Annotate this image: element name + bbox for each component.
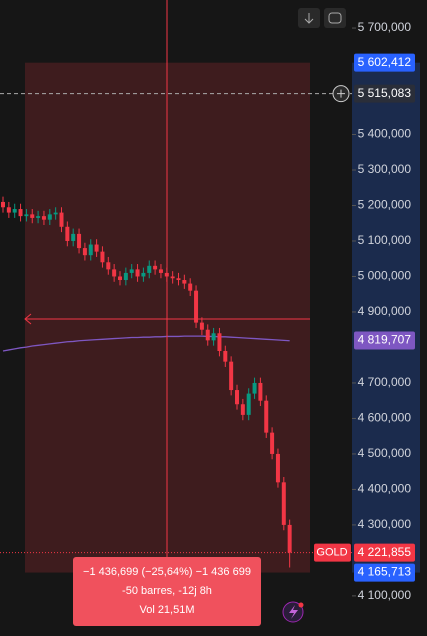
candle-body [118,276,122,281]
candle-body [176,278,181,281]
measure-bars: -50 barres, -12j 8h [122,585,212,597]
alert-dot [298,602,304,608]
candle-body [147,265,152,273]
candle-body [287,524,292,553]
candle-body [258,382,263,401]
measure-info: −1 436,699 (−25,64%) −1 436 699 -50 barr… [73,557,261,626]
price-badge-label: 4 221,855 [358,545,412,559]
measure-box [73,557,261,626]
candle-body [123,272,128,281]
candle-body [77,233,82,249]
candle-body [82,248,87,256]
y-tick-label: 4 600,000 [358,411,412,425]
candle-body [112,269,117,277]
candle-body [194,290,199,323]
candle-body [275,453,280,483]
y-tick-label: 5 700,000 [358,20,412,34]
y-tick-label: 5 200,000 [358,198,412,212]
candle-body [199,322,204,330]
candle-body [281,482,286,525]
candle-body [41,216,46,220]
candle-body [65,226,70,241]
candle-body [188,283,193,291]
candle-body [252,382,257,394]
y-tick-label: 4 300,000 [358,517,412,531]
y-tick-label: 5 400,000 [358,127,412,141]
y-tick-label: 4 700,000 [358,375,412,389]
candle-body [94,244,99,252]
y-tick-label: 4 400,000 [358,482,412,496]
candle-body [106,262,111,270]
candle-body [47,214,52,220]
candle-body [141,272,146,277]
candle-body [158,269,163,273]
candle-body [88,244,93,256]
down-icon [304,13,314,24]
candle-body [1,201,5,208]
candle-body [18,209,23,217]
candle-body [217,333,222,352]
candle-body [129,269,134,273]
price-axis: 5 700,000 5 400,000 5 300,000 5 200,000 5 10… [314,20,420,602]
measure-arrow [24,313,32,325]
price-badge [354,543,415,562]
candle-body [53,212,58,215]
candle-body [240,404,245,415]
candle-body [100,251,105,263]
price-badge [354,563,415,582]
candle-body [264,400,269,433]
candle-body [71,233,76,241]
candle-body [24,214,29,217]
price-badge-label: 4 165,713 [358,565,412,579]
axis-range [352,62,420,573]
price-badge [354,53,415,72]
alert-button[interactable] [282,601,304,623]
candle-body [211,333,216,341]
candle-body [246,393,251,415]
y-tick-label: 4 500,000 [358,446,412,460]
plus-icon [337,89,345,98]
price-badge [354,84,415,103]
measure-change: −1 436,699 (−25,64%) −1 436 699 [83,566,251,578]
measure-volume: Vol 21,51M [139,604,194,616]
price-badge-label: 4 819,707 [358,333,412,347]
price-badge-label: 5 602,412 [358,55,412,69]
lightning-icon [289,605,298,619]
candle-body [223,351,228,362]
symbol-label: GOLD [316,547,347,559]
candle-body [153,265,158,270]
y-tick-label: 4 900,000 [358,304,412,318]
symbol-badge [314,543,351,562]
y-tick-label: 5 100,000 [358,233,412,247]
candle-body [205,329,210,341]
y-tick-label: 4 100,000 [358,588,412,602]
candle-body [59,212,64,227]
y-tick-label: 5 300,000 [358,162,412,176]
candle-body [30,214,35,218]
reset-button[interactable] [324,8,346,28]
price-badge-label: 5 515,083 [358,86,412,100]
toolbar [298,8,346,28]
candle-body [170,276,175,279]
candle-body [182,280,187,284]
y-tick-label: 5 000,000 [358,269,412,283]
candle-body [36,216,41,218]
candle-body [270,432,275,454]
candle-body [135,269,140,277]
candle-body [229,361,234,391]
candle-body [235,390,239,405]
price-badge [354,331,415,350]
reset-icon [328,12,342,24]
moving-average [2,335,290,352]
candle-body [12,209,17,213]
candle-body [6,207,11,213]
plot-area [0,62,352,573]
